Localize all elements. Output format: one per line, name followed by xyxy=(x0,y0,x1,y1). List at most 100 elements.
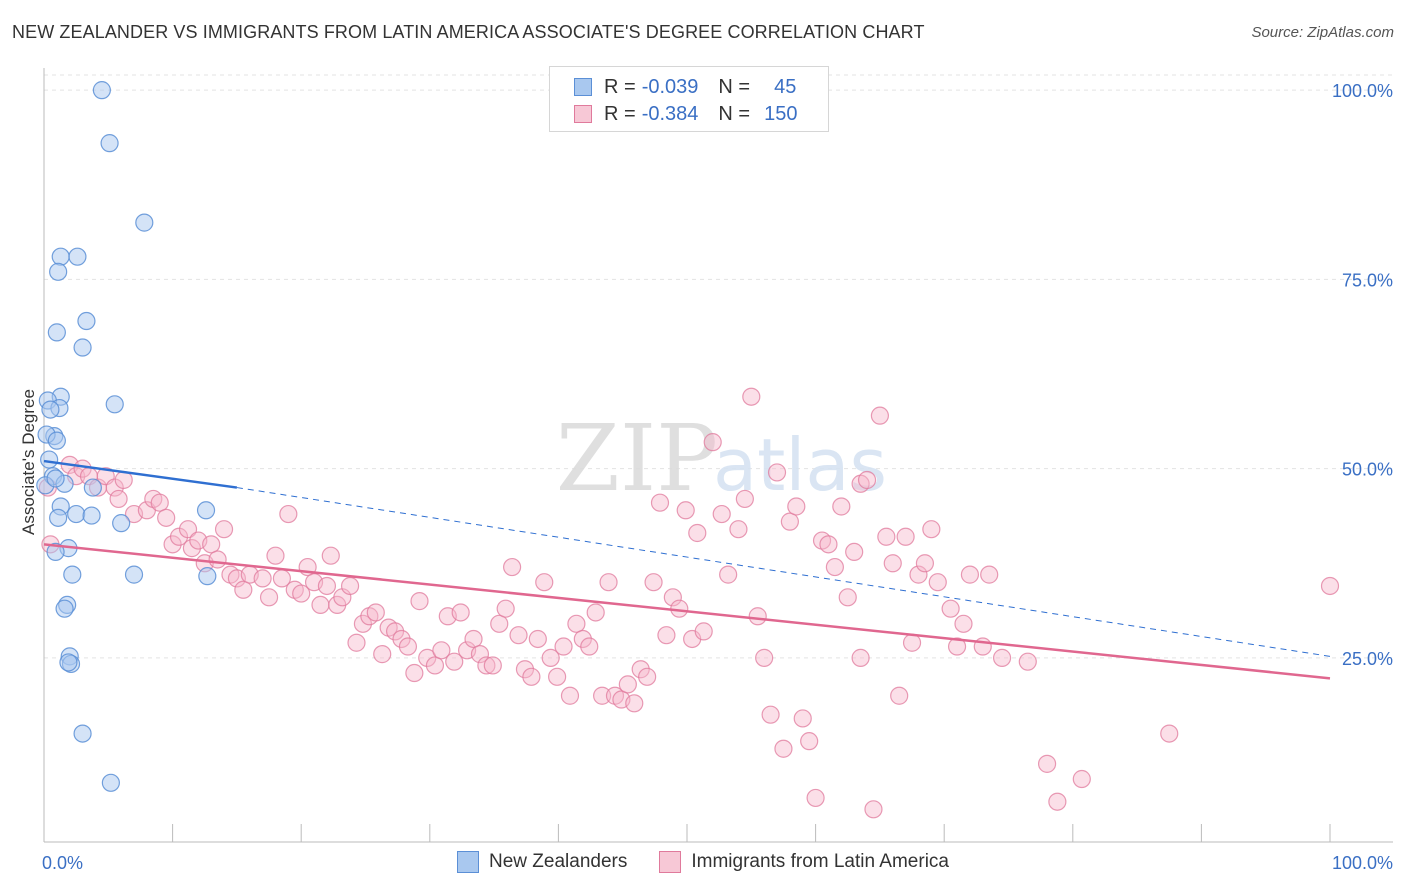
tick-labels: 25.0% 50.0% 75.0% 100.0% 0.0% 100.0% xyxy=(42,81,1393,873)
pink-data-point xyxy=(1037,754,1057,773)
pink-data-point xyxy=(554,637,573,656)
pink-data-point xyxy=(470,645,490,664)
pink-data-point xyxy=(392,629,411,649)
pink-data-point xyxy=(735,489,754,509)
pink-data-point xyxy=(857,470,877,490)
pink-data-point xyxy=(896,527,915,546)
chart-title: NEW ZEALANDER VS IMMIGRANTS FROM LATIN A… xyxy=(12,22,925,42)
pink-data-point xyxy=(599,573,618,592)
x-tick-label: 0.0% xyxy=(42,853,83,873)
pink-data-point xyxy=(742,387,761,406)
blue-data-point xyxy=(46,542,65,562)
pink-data-point xyxy=(464,629,483,649)
pink-data-point xyxy=(729,520,748,539)
blue-data-point xyxy=(68,247,87,266)
pink-data-point xyxy=(1048,792,1067,811)
pink-data-point xyxy=(398,637,418,656)
pink-data-point xyxy=(321,546,340,565)
pink-data-point xyxy=(150,493,169,512)
pink-data-point xyxy=(560,686,580,705)
pink-data-point xyxy=(719,565,738,584)
pink-data-point xyxy=(259,588,279,607)
blue-series-points xyxy=(36,81,217,792)
legend-row-blue: R = -0.039 N = 45 xyxy=(574,73,796,101)
blue-trend-line xyxy=(43,459,238,489)
r-value: -0.384 xyxy=(641,102,699,125)
pink-data-point xyxy=(445,652,464,671)
pink-data-point xyxy=(567,614,586,633)
legend-label: New Zealanders xyxy=(489,851,628,872)
legend-label: Immigrants from Latin America xyxy=(691,851,949,872)
blue-data-point xyxy=(82,506,101,525)
pink-data-point xyxy=(157,508,176,527)
pink-data-point xyxy=(992,648,1012,667)
pink-data-point xyxy=(266,546,285,565)
pink-data-point xyxy=(960,565,980,584)
blue-data-point xyxy=(47,323,66,342)
blue-data-point xyxy=(100,134,119,153)
blue-data-point xyxy=(55,599,74,618)
blue-data-point xyxy=(47,431,66,450)
pink-data-point xyxy=(625,694,644,713)
n-label: N = xyxy=(718,102,751,125)
pink-data-point xyxy=(832,497,851,516)
pink-data-point xyxy=(838,588,857,607)
pink-data-point xyxy=(902,633,922,652)
pink-data-point xyxy=(793,709,812,728)
pink-data-point xyxy=(870,406,890,425)
n-label: N = xyxy=(718,75,751,98)
pink-data-point xyxy=(1160,724,1179,743)
pink-data-point xyxy=(941,599,960,618)
legend-item-latin-america: Immigrants from Latin America xyxy=(659,851,949,873)
r-label: R = xyxy=(604,75,636,98)
pink-data-point xyxy=(573,629,592,649)
pink-data-point xyxy=(915,554,935,573)
pink-data-point xyxy=(178,520,198,539)
pink-data-point xyxy=(890,686,909,705)
blue-trend-extension xyxy=(236,487,1331,657)
y-tick-label: 25.0% xyxy=(1342,649,1393,669)
correlation-legend: R = -0.039 N = 45 R = -0.384 N = 150 xyxy=(549,66,829,132)
pink-data-point xyxy=(586,603,605,622)
blue-data-point xyxy=(124,565,144,584)
blue-swatch xyxy=(574,78,592,96)
blue-data-point xyxy=(49,508,68,527)
pink-data-point xyxy=(928,573,947,592)
pink-data-point xyxy=(503,557,522,577)
y-tick-label: 75.0% xyxy=(1342,270,1393,290)
blue-data-point xyxy=(83,478,102,497)
n-value: 45 xyxy=(774,75,797,98)
pink-data-point xyxy=(182,539,201,558)
pink-data-point xyxy=(208,550,227,569)
pink-data-point xyxy=(385,622,405,641)
blue-data-point xyxy=(135,213,154,232)
pink-data-point xyxy=(253,569,272,588)
y-tick-label: 100.0% xyxy=(1332,81,1393,101)
pink-data-point xyxy=(522,667,541,686)
pink-data-point xyxy=(541,648,560,667)
pink-data-point xyxy=(922,520,941,539)
pink-data-point xyxy=(509,626,528,645)
pink-data-point xyxy=(800,732,819,751)
pink-data-point xyxy=(353,614,373,633)
pink-data-point xyxy=(694,622,713,641)
blue-data-point xyxy=(49,262,68,281)
pink-data-point xyxy=(483,656,502,675)
pink-data-point xyxy=(980,565,999,584)
pink-data-point xyxy=(877,527,896,546)
blue-data-point xyxy=(41,400,60,419)
pink-data-point xyxy=(580,637,599,656)
pink-swatch xyxy=(574,105,592,123)
r-value: -0.039 xyxy=(641,75,699,98)
pink-data-point xyxy=(688,523,707,543)
pink-data-point xyxy=(787,497,806,516)
blue-data-point xyxy=(59,653,78,672)
pink-data-point xyxy=(528,629,547,649)
legend-row-pink: R = -0.384 N = 150 xyxy=(574,100,797,128)
pink-data-point xyxy=(819,535,838,554)
watermark-zip: ZIP xyxy=(556,405,718,512)
pink-data-point xyxy=(761,705,780,724)
blue-data-point xyxy=(73,724,92,743)
pink-data-point xyxy=(1072,769,1091,789)
blue-data-point xyxy=(198,567,217,586)
